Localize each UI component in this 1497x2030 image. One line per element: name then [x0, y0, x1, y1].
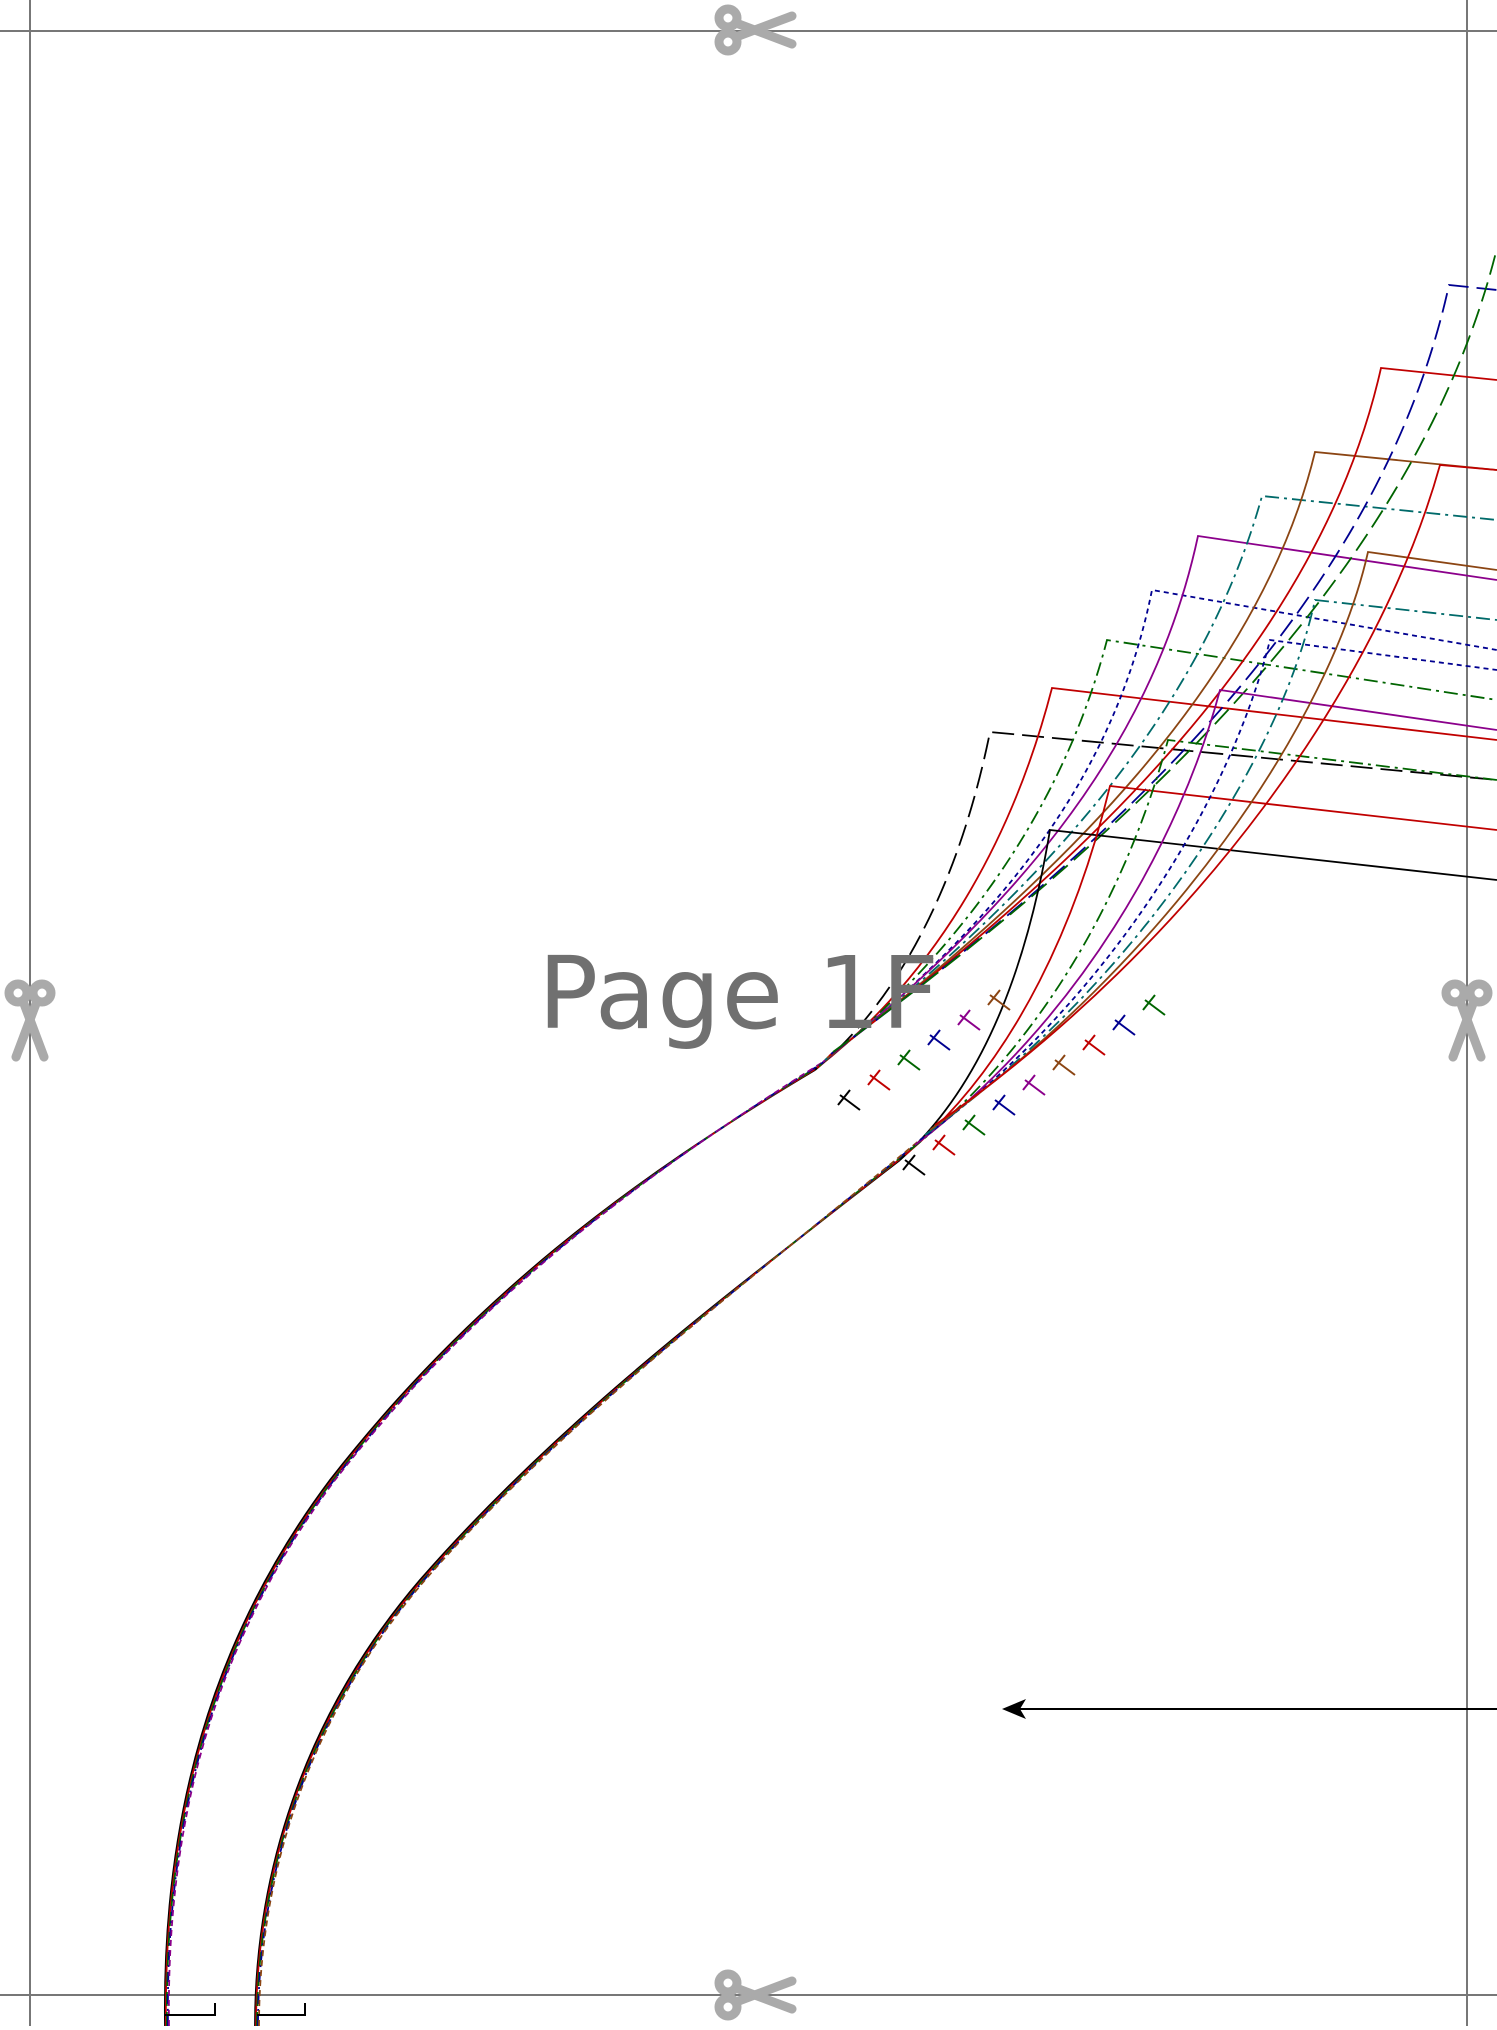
scissors-icon	[1441, 979, 1493, 1062]
scissors-icon	[714, 1969, 797, 2021]
notch-mark	[1142, 994, 1166, 1016]
size-line	[929, 550, 1497, 1131]
arrow-left-icon	[1002, 1699, 1497, 1719]
notch-mark	[837, 1089, 861, 1111]
size-line	[934, 464, 1497, 1126]
size-line	[167, 1061, 824, 2027]
size-curves-lower	[163, 1061, 921, 2027]
size-line	[163, 1069, 816, 2027]
notch-mark	[962, 1114, 986, 1136]
size-line	[257, 1144, 916, 2027]
size-line	[832, 247, 1497, 1053]
notch-mark	[927, 1029, 951, 1051]
size-line	[824, 495, 1497, 1061]
notch-mark	[987, 989, 1011, 1011]
size-line	[822, 534, 1497, 1063]
size-line	[165, 1065, 820, 2027]
bottom-notch	[165, 2003, 216, 2016]
size-line	[909, 739, 1497, 1151]
bottom-notch	[257, 2003, 306, 2016]
size-line	[814, 731, 1497, 1071]
scissors-icon	[4, 979, 56, 1062]
size-curves-upper	[814, 247, 1497, 1161]
notch-mark	[932, 1134, 956, 1156]
size-line	[818, 638, 1497, 1067]
size-line	[826, 451, 1497, 1059]
size-line	[904, 785, 1497, 1156]
size-line	[828, 367, 1497, 1057]
scissors-icon	[714, 4, 797, 56]
notch-mark	[1052, 1054, 1076, 1076]
notch-mark	[957, 1009, 981, 1031]
size-line	[258, 1139, 921, 2027]
notch-mark	[1082, 1034, 1106, 1056]
notch-mark	[867, 1069, 891, 1091]
size-line	[166, 1063, 822, 2027]
size-line	[924, 599, 1497, 1136]
size-line	[820, 588, 1497, 1065]
size-line	[899, 829, 1497, 1161]
size-line	[164, 1067, 818, 2027]
size-line	[254, 1159, 901, 2027]
size-line	[914, 688, 1497, 1146]
page-label: Page 1F	[538, 935, 941, 1052]
size-line	[255, 1154, 906, 2027]
notch-marks	[837, 989, 1166, 1176]
notch-mark	[1112, 1014, 1136, 1036]
notch-mark	[897, 1049, 921, 1071]
notch-mark	[1022, 1074, 1046, 1096]
size-line	[919, 639, 1497, 1141]
notch-mark	[902, 1154, 926, 1176]
notch-mark	[992, 1094, 1016, 1116]
bottom-notches	[165, 2003, 306, 2016]
size-line	[830, 284, 1497, 1055]
size-line	[256, 1149, 911, 2027]
